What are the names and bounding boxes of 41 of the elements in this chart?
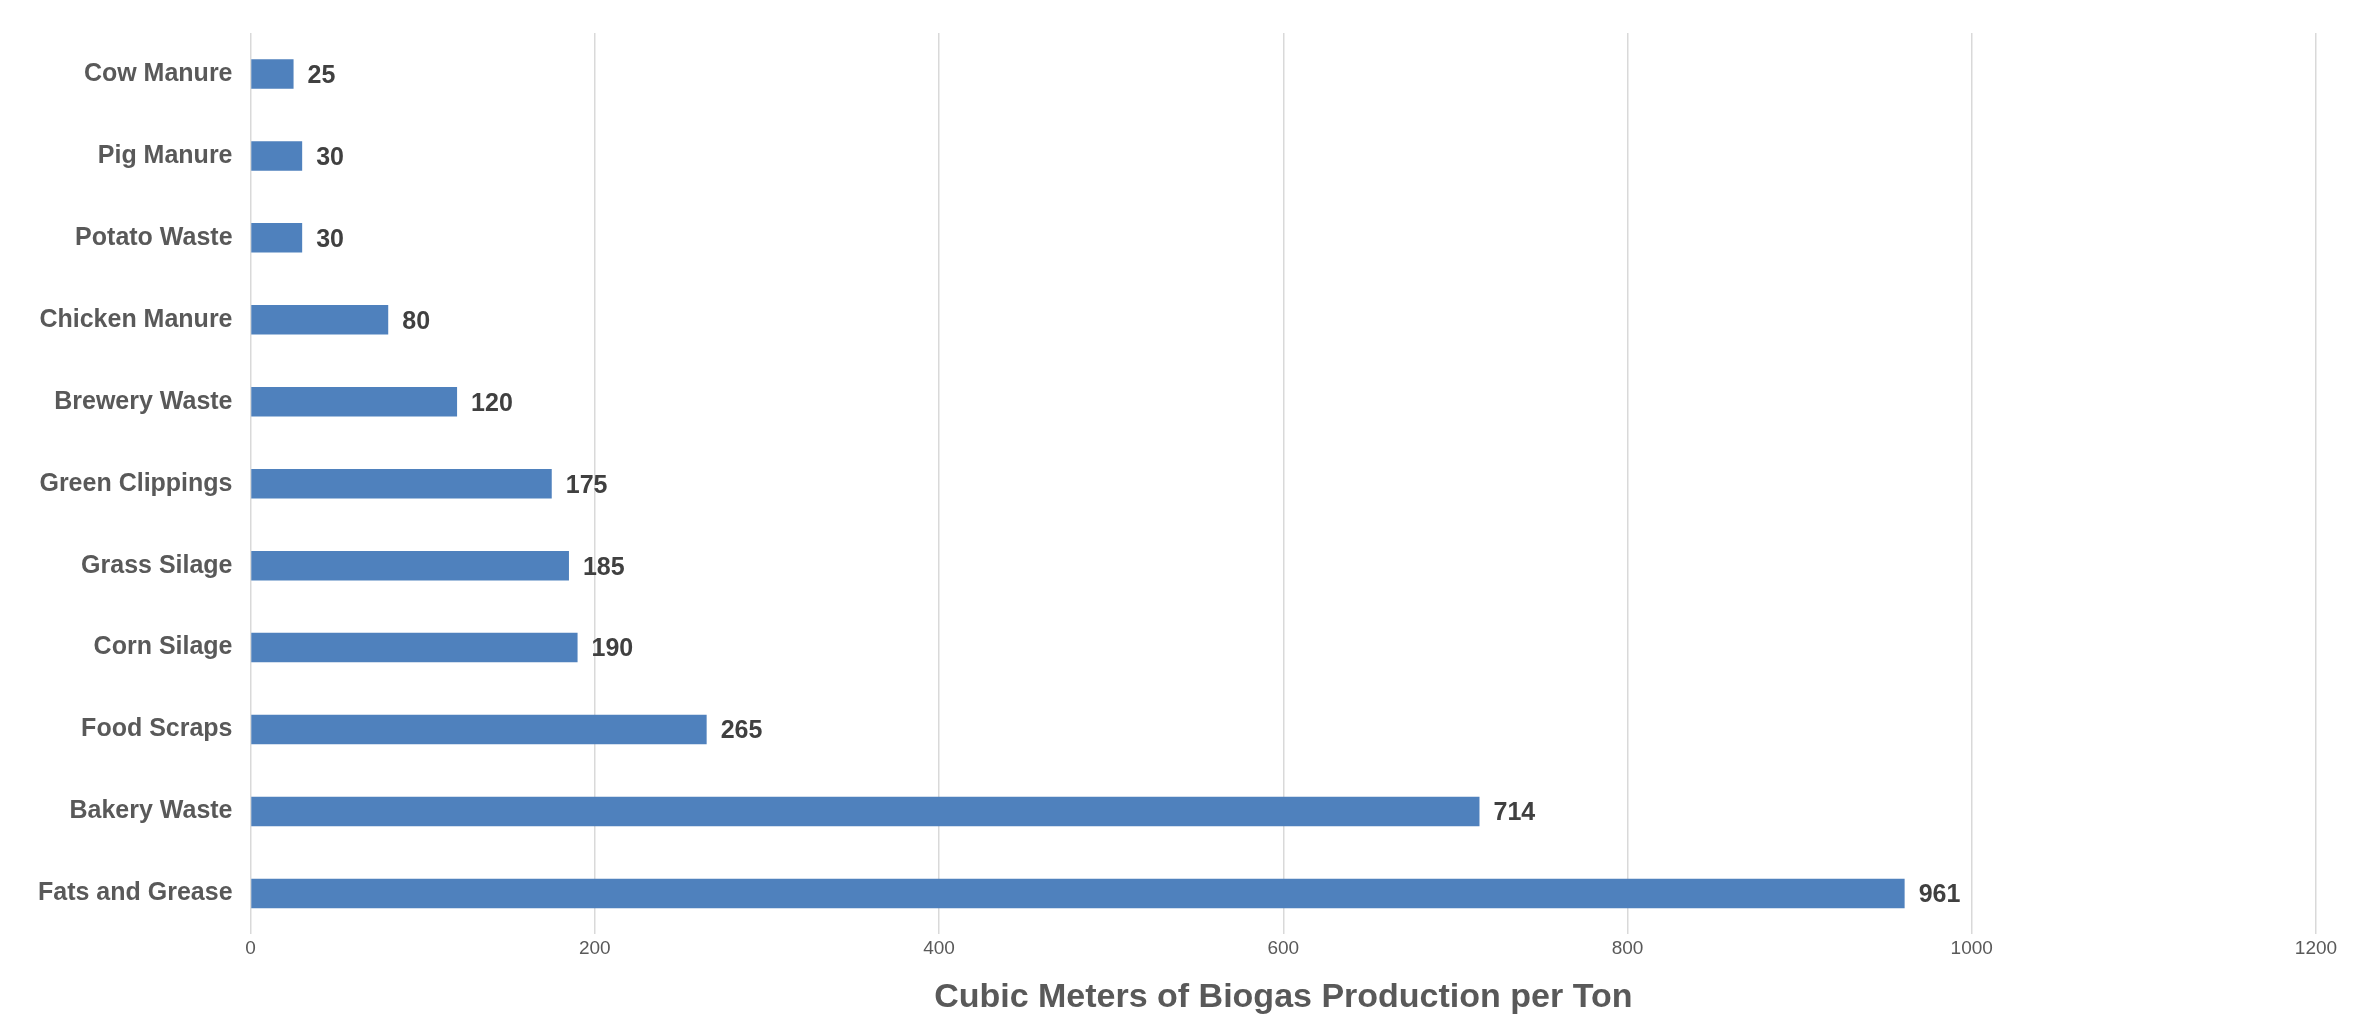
bar: [251, 714, 707, 745]
x-tick-label: 400: [923, 937, 955, 959]
bar: [251, 550, 569, 581]
y-tick-label: Brewery Waste: [54, 385, 233, 414]
y-tick-label: Chicken Manure: [39, 303, 233, 332]
bar: [251, 632, 578, 663]
data-label: 25: [307, 59, 336, 88]
bar: [251, 878, 1905, 909]
bar: [251, 305, 389, 335]
x-tick-label: 800: [1611, 937, 1644, 959]
bar: [251, 387, 458, 417]
y-tick-label: Bakery Waste: [69, 795, 233, 824]
bar: [251, 468, 552, 499]
y-tick-label: Potato Waste: [75, 221, 233, 250]
x-tick-label: 1000: [1950, 937, 1993, 959]
data-label: 961: [1918, 879, 1961, 908]
data-label: 80: [402, 305, 431, 334]
bar: [251, 223, 303, 253]
bar: [251, 59, 294, 89]
data-label: 185: [582, 551, 625, 580]
x-axis-title: Cubic Meters of Biogas Production per Ton: [934, 975, 1633, 1014]
data-label: 30: [316, 141, 344, 170]
y-tick-label: Corn Silage: [93, 631, 233, 660]
y-tick-label: Food Scraps: [81, 713, 233, 742]
data-label: 30: [316, 223, 344, 252]
y-tick-label: Pig Manure: [97, 139, 233, 168]
bar: [251, 796, 1480, 827]
y-tick-label: Cow Manure: [83, 57, 233, 86]
y-tick-label: Green Clippings: [39, 467, 233, 496]
bar: [251, 141, 303, 171]
x-tick-label: 1200: [2294, 937, 2338, 959]
data-label: 714: [1493, 797, 1536, 826]
y-tick-label: Fats and Grease: [38, 877, 233, 906]
y-tick-label: Grass Silage: [81, 549, 233, 578]
data-label: 175: [565, 469, 608, 498]
x-tick-label: 600: [1267, 937, 1300, 959]
x-tick-label: 0: [245, 937, 256, 959]
data-label: 265: [720, 715, 763, 744]
data-label: 190: [591, 633, 634, 662]
data-label: 120: [471, 387, 513, 416]
x-tick-label: 200: [578, 937, 611, 959]
